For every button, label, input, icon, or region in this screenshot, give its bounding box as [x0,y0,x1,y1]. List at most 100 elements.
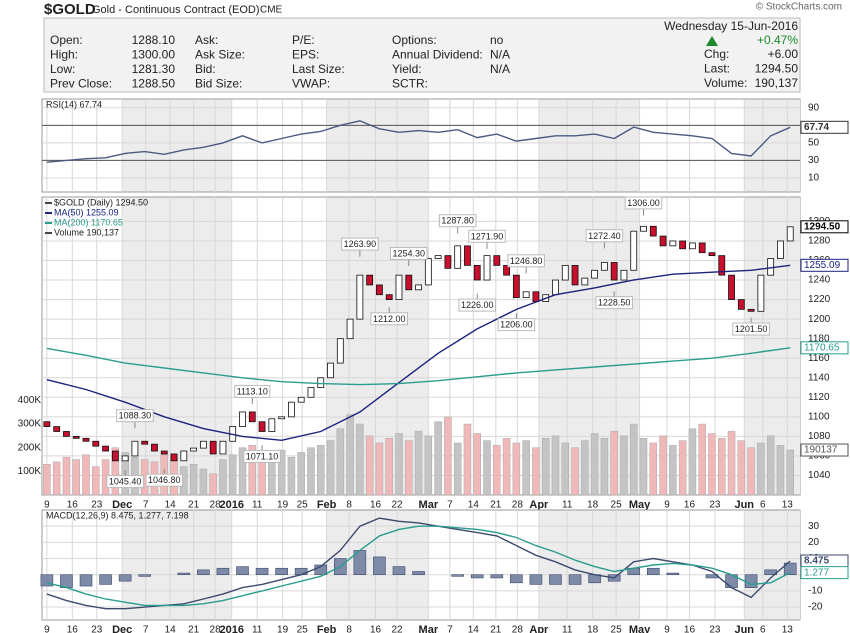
annotation-label: 1287.80 [441,216,474,226]
y2-tick-label: 200K [18,442,42,453]
y-tick-label: 90 [808,102,820,113]
candle [571,264,579,286]
x-tick-label: 23 [709,500,721,511]
y-tick-label: 50 [808,138,820,149]
volume-bar [287,456,296,496]
candle [317,377,325,388]
x-tick-label: 7 [447,625,453,633]
annotation-box [595,296,633,310]
histogram-bar [529,574,543,585]
x-tick-label: Apr [529,624,549,633]
stat-label: Annual Dividend: [392,48,483,62]
stat-value: N/A [490,62,510,76]
volume-bar [111,447,120,496]
volume-bar [52,461,61,496]
candle [327,362,334,379]
x-tick-label: 19 [277,625,289,633]
annotation-box [243,449,281,463]
candle [415,284,422,291]
x-tick-label: 16 [67,500,79,511]
x-tick-label: 23 [91,500,103,511]
stat-label: Last Size: [292,62,345,76]
x-tick-label: 16 [370,625,382,633]
volume-bar [786,449,794,496]
annotation-box [468,229,506,243]
candle [141,440,149,445]
stat-label: Options: [392,33,437,47]
candle [121,455,129,462]
volume-bar [541,437,550,496]
value-tag: 1294.50 [804,221,841,232]
histogram-bar [549,574,562,585]
candle [151,443,158,452]
volume-bar [551,435,560,496]
change-pct: +0.47% [757,33,798,47]
y-tick-label: 1140 [808,372,830,383]
credit: © StockCharts.com [756,2,842,13]
volume-bar [307,447,315,496]
stat-value: 1288.50 [132,77,176,91]
histogram-bar [314,564,328,576]
candle [209,440,217,455]
annotation-box [390,246,428,260]
candle [434,255,442,259]
x-tick-label: 25 [297,500,309,511]
y-tick-label: -20 [808,602,823,613]
volume-bar [571,447,579,496]
x-tick-label: Feb [317,624,337,633]
stat-label: Bid Size: [195,77,242,91]
volume-bar [512,442,521,496]
histogram-bar [177,572,191,576]
candle [307,387,315,398]
annotation-label: 1088.30 [119,411,152,421]
candle [728,274,735,300]
y-tick-label: 1180 [808,333,830,344]
candle [669,240,677,247]
candle [444,255,452,269]
candle [376,284,383,296]
value-tag-box [800,443,849,457]
histogram-bar [60,574,73,588]
stat-label: Ask Size: [195,48,245,62]
volume-bar [629,423,638,496]
volume-bar [581,440,589,496]
x-tick-label: 2016 [220,624,244,633]
volume-bar [228,454,237,496]
volume-bar [365,435,374,496]
x-tick-label: 16 [684,625,696,633]
histogram-bar [294,567,308,576]
annotation-box [585,229,624,243]
candle [737,299,745,310]
month-shade [122,510,232,620]
candle [190,447,198,452]
volume-bar [92,466,100,496]
x-tick-label: May [629,624,651,633]
annotation-label: 1254.30 [393,248,426,258]
candle [43,421,51,428]
stat-label: Bid: [195,62,216,76]
candle [346,318,354,340]
volume-bar [639,437,648,496]
value-tag-box [800,120,849,134]
histogram-bar [79,574,93,587]
candle [405,274,413,291]
volume-bar [610,430,618,496]
value-tag: 67.74 [804,122,829,133]
x-tick-label: 14 [468,500,480,511]
quote-label: Chg: [704,47,729,61]
quote-value: 1294.50 [755,62,799,76]
candle [239,411,246,428]
x-tick-label: Feb [317,499,337,511]
symbol: $GOLD [44,1,96,18]
annotation-box [438,214,477,228]
volume-bar [72,459,80,496]
annotation-box [341,237,379,251]
value-tag: 190137 [804,445,838,456]
candle [111,450,119,462]
candle [552,279,559,296]
volume-bar [718,437,726,496]
x-tick-label: 11 [252,625,263,633]
x-tick-label: 22 [391,625,403,633]
volume-bar [532,447,540,496]
